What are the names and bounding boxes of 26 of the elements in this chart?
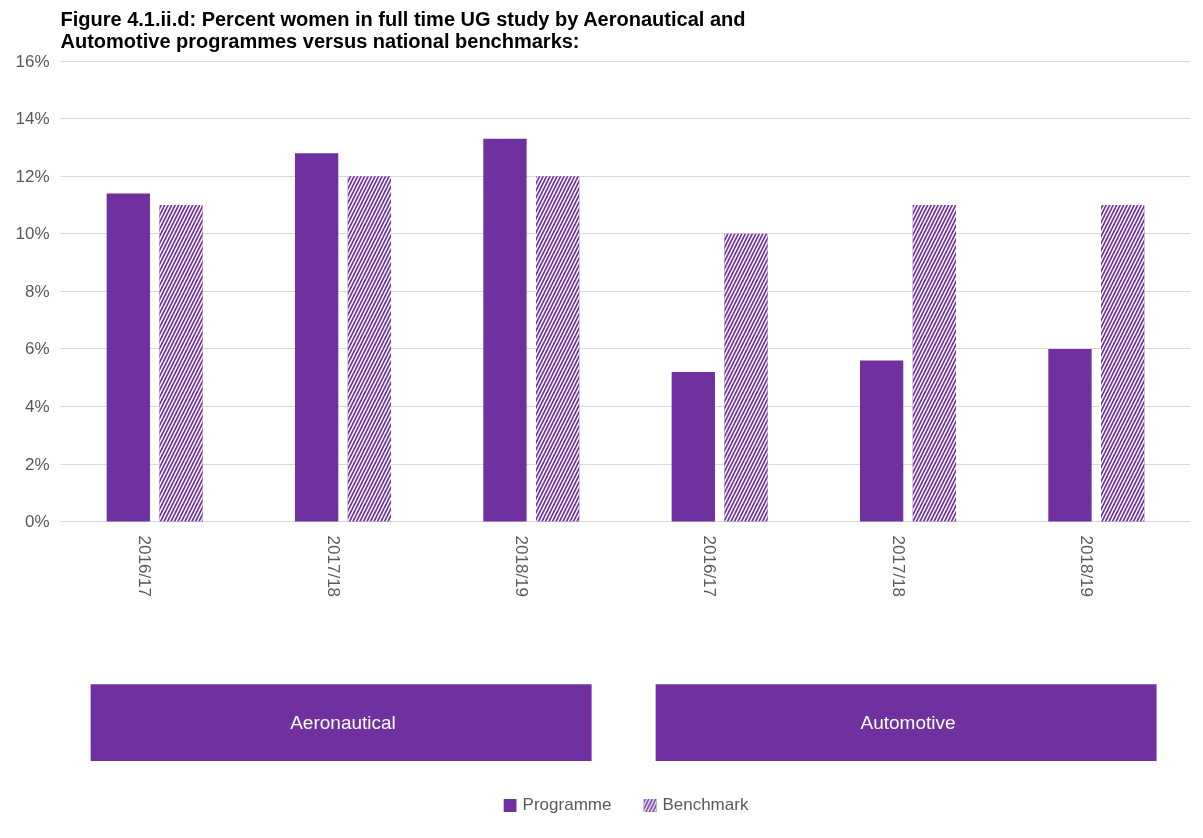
x-tick-label: 2018/19 — [1076, 535, 1096, 598]
bar — [294, 153, 339, 522]
y-tick-label: 12% — [15, 166, 50, 186]
text: Aeronautical — [290, 712, 396, 734]
bar — [1048, 348, 1092, 522]
y-tick-label: 8% — [24, 281, 50, 301]
y-tick-label: 10% — [15, 224, 50, 244]
x-tick-label: 2016/17 — [700, 535, 720, 598]
bar — [106, 193, 150, 522]
y-tick-label: 4% — [24, 396, 50, 416]
legend-label: Benchmark — [662, 795, 749, 815]
bar — [859, 360, 904, 522]
legend-label: Programme — [522, 795, 612, 815]
bar — [671, 371, 715, 522]
y-tick-label: 14% — [15, 109, 50, 129]
y-tick-label: 0% — [24, 512, 50, 532]
x-tick-label: 2016/17 — [135, 535, 155, 598]
chart-title: Figure 4.1.ii.d: Percent women in full time UG study by Aeronautical and Automotive programmes versus national benchmarks: — [60, 7, 746, 52]
x-tick-label: 2017/18 — [888, 535, 908, 598]
bar — [483, 138, 527, 522]
y-tick-label: 2% — [24, 454, 50, 474]
y-tick-label: 16% — [15, 51, 50, 71]
x-tick-label: 2017/18 — [323, 535, 343, 598]
y-tick-label: 6% — [24, 339, 50, 359]
x-tick-label: 2018/19 — [511, 535, 531, 598]
text: Automotive — [860, 712, 956, 734]
